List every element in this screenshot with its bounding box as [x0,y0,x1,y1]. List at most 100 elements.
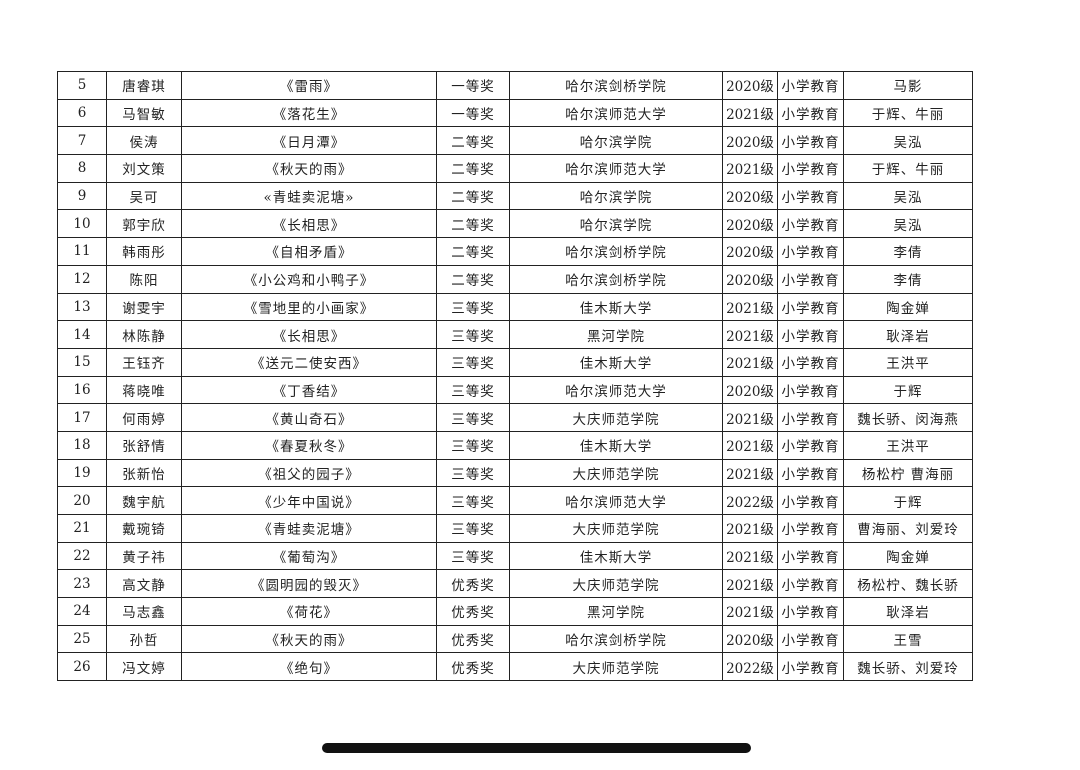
advisor-cell: 杨松柠 曹海丽 [843,458,973,488]
grade-cell: 2020级 [722,624,778,654]
advisor-cell: 吴泓 [843,126,973,156]
major-cell: 小学教育 [777,209,844,239]
row-number-cell: 21 [57,514,107,543]
grade-cell: 2020级 [722,209,778,239]
table-row: 16 蒋晓唯 《丁香结》 三等奖 哈尔滨师范大学 2020级 小学教育 于辉 [57,375,973,405]
award-level-cell: 三等奖 [436,514,510,543]
student-name-cell: 孙哲 [106,624,182,654]
advisor-cell: 于辉、牛丽 [843,98,973,128]
row-number-cell: 8 [57,154,107,183]
grade-cell: 2020级 [722,264,778,294]
grade-cell: 2021级 [722,347,778,377]
work-title-cell: 《日月潭》 [181,126,437,156]
award-level-cell: 三等奖 [436,347,510,377]
advisor-cell: 陶金婵 [843,541,973,571]
major-cell: 小学教育 [777,264,844,294]
home-indicator-bar[interactable] [322,743,751,753]
major-cell: 小学教育 [777,597,844,626]
grade-cell: 2020级 [722,375,778,405]
school-cell: 哈尔滨师范大学 [509,375,723,405]
student-name-cell: 谢雯宇 [106,292,182,322]
grade-cell: 2021级 [722,403,778,432]
work-title-cell: «青蛙卖泥塘» [181,181,437,211]
award-level-cell: 一等奖 [436,98,510,128]
school-cell: 大庆师范学院 [509,569,723,599]
row-number-cell: 17 [57,403,107,432]
school-cell: 哈尔滨学院 [509,209,723,239]
award-level-cell: 三等奖 [436,320,510,349]
advisor-cell: 吴泓 [843,181,973,211]
row-number-cell: 10 [57,209,107,239]
work-title-cell: 《荷花》 [181,597,437,626]
award-level-cell: 二等奖 [436,237,510,266]
school-cell: 大庆师范学院 [509,458,723,488]
school-cell: 大庆师范学院 [509,403,723,432]
row-number-cell: 7 [57,126,107,156]
advisor-cell: 于辉 [843,375,973,405]
grade-cell: 2021级 [722,569,778,599]
grade-cell: 2021级 [722,320,778,349]
row-number-cell: 5 [57,71,107,100]
table-row: 26 冯文婷 《绝句》 优秀奖 大庆师范学院 2022级 小学教育 魏长骄、刘爱玲 [57,652,973,682]
row-number-cell: 9 [57,181,107,211]
table-row: 22 黄子祎 《葡萄沟》 三等奖 佳木斯大学 2021级 小学教育 陶金婵 [57,541,973,571]
grade-cell: 2021级 [722,98,778,128]
grade-cell: 2021级 [722,430,778,460]
work-title-cell: 《雪地里的小画家》 [181,292,437,322]
row-number-cell: 26 [57,652,107,682]
major-cell: 小学教育 [777,71,844,100]
award-level-cell: 三等奖 [436,486,510,515]
student-name-cell: 冯文婷 [106,652,182,682]
grade-cell: 2020级 [722,181,778,211]
school-cell: 佳木斯大学 [509,347,723,377]
advisor-cell: 耿泽岩 [843,320,973,349]
student-name-cell: 张新怡 [106,458,182,488]
row-number-cell: 25 [57,624,107,654]
row-number-cell: 11 [57,237,107,266]
student-name-cell: 侯涛 [106,126,182,156]
school-cell: 黑河学院 [509,597,723,626]
advisor-cell: 吴泓 [843,209,973,239]
award-level-cell: 三等奖 [436,292,510,322]
student-name-cell: 魏宇航 [106,486,182,515]
table-row: 24 马志鑫 《荷花》 优秀奖 黑河学院 2021级 小学教育 耿泽岩 [57,597,973,626]
advisor-cell: 李倩 [843,237,973,266]
grade-cell: 2020级 [722,126,778,156]
major-cell: 小学教育 [777,486,844,515]
awards-table: 5 唐睿琪 《雷雨》 一等奖 哈尔滨剑桥学院 2020级 小学教育 马影 6 马智敏 《落花生》 一等… [57,71,973,682]
table-row: 5 唐睿琪 《雷雨》 一等奖 哈尔滨剑桥学院 2020级 小学教育 马影 [57,71,973,100]
student-name-cell: 郭宇欣 [106,209,182,239]
student-name-cell: 马志鑫 [106,597,182,626]
major-cell: 小学教育 [777,292,844,322]
row-number-cell: 12 [57,264,107,294]
award-level-cell: 三等奖 [436,541,510,571]
school-cell: 哈尔滨剑桥学院 [509,237,723,266]
major-cell: 小学教育 [777,569,844,599]
award-level-cell: 三等奖 [436,458,510,488]
award-level-cell: 二等奖 [436,126,510,156]
grade-cell: 2020级 [722,237,778,266]
work-title-cell: 《送元二使安西》 [181,347,437,377]
work-title-cell: 《自相矛盾》 [181,237,437,266]
student-name-cell: 唐睿琪 [106,71,182,100]
major-cell: 小学教育 [777,237,844,266]
major-cell: 小学教育 [777,320,844,349]
table-row: 12 陈阳 《小公鸡和小鸭子》 二等奖 哈尔滨剑桥学院 2020级 小学教育 李倩 [57,264,973,294]
student-name-cell: 黄子祎 [106,541,182,571]
work-title-cell: 《秋天的雨》 [181,624,437,654]
school-cell: 哈尔滨师范大学 [509,154,723,183]
award-level-cell: 二等奖 [436,154,510,183]
grade-cell: 2022级 [722,652,778,682]
school-cell: 哈尔滨学院 [509,181,723,211]
major-cell: 小学教育 [777,126,844,156]
work-title-cell: 《落花生》 [181,98,437,128]
table-row: 7 侯涛 《日月潭》 二等奖 哈尔滨学院 2020级 小学教育 吴泓 [57,126,973,156]
major-cell: 小学教育 [777,98,844,128]
student-name-cell: 戴琬锜 [106,514,182,543]
school-cell: 哈尔滨剑桥学院 [509,624,723,654]
table-row: 23 高文静 《圆明园的毁灭》 优秀奖 大庆师范学院 2021级 小学教育 杨松柠、魏长骄 [57,569,973,599]
major-cell: 小学教育 [777,624,844,654]
major-cell: 小学教育 [777,541,844,571]
work-title-cell: 《少年中国说》 [181,486,437,515]
row-number-cell: 20 [57,486,107,515]
